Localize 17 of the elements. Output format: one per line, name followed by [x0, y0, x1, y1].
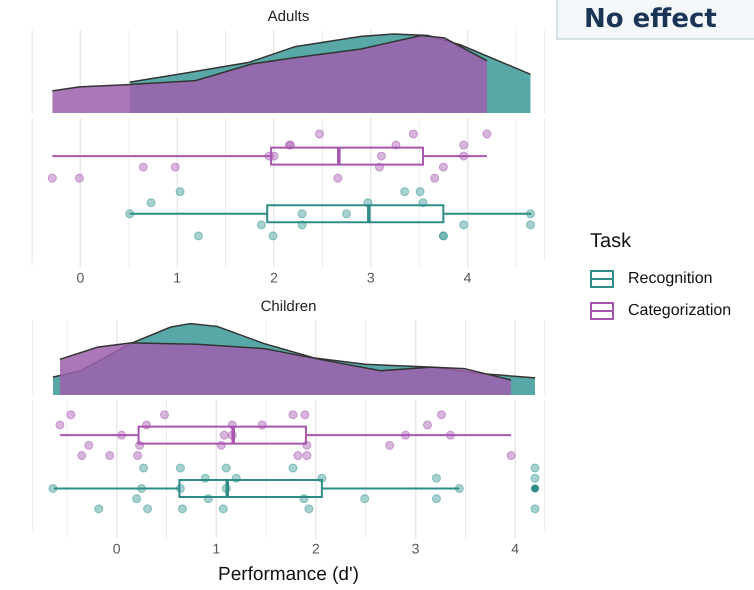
- x-tick-label: 3: [412, 540, 420, 557]
- x-tick-label: 0: [112, 540, 121, 557]
- x-tick-label: 1: [173, 269, 182, 286]
- x-tick-label: 3: [366, 269, 375, 286]
- x-tick-label: 0: [76, 269, 84, 286]
- legend-label: Categorization: [628, 302, 732, 320]
- legend-label: Recognition: [628, 270, 712, 288]
- chart-title: Children: [260, 298, 316, 316]
- x-axis-title: Performance (d'): [218, 564, 359, 585]
- x-tick-label: 4: [511, 540, 520, 557]
- text: No effect: [556, 0, 754, 40]
- chart-title: Adults: [268, 8, 310, 26]
- x-tick-label: 2: [312, 540, 320, 557]
- x-tick-label: 1: [212, 540, 220, 557]
- x-tick-label: 4: [464, 269, 472, 286]
- legend-title: Task: [590, 230, 632, 253]
- x-tick-label: 2: [270, 269, 278, 286]
